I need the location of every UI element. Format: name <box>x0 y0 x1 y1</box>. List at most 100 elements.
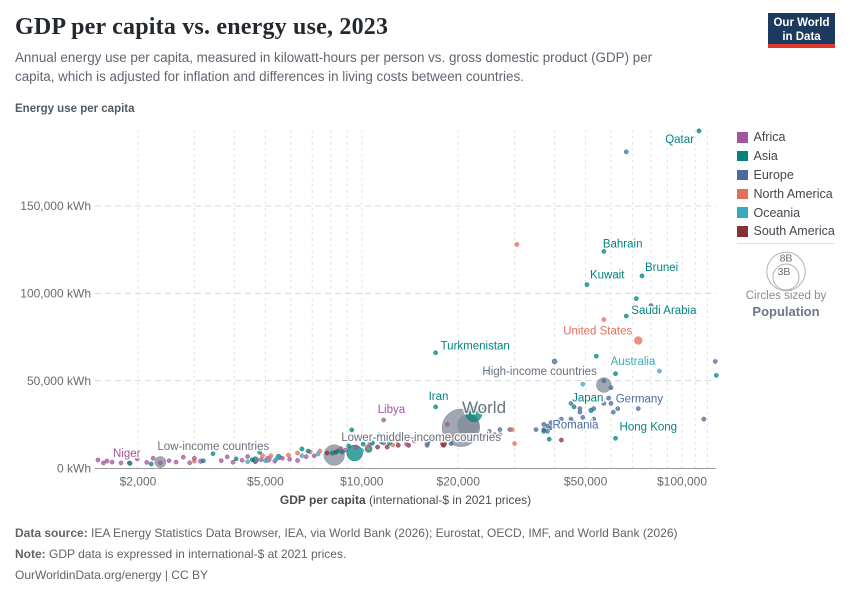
data-point-myanmar[interactable] <box>233 456 239 462</box>
legend-item-south-america[interactable]: South America <box>737 222 835 241</box>
data-point-taiwan[interactable] <box>613 371 618 377</box>
data-point-bahrain[interactable] <box>601 249 607 254</box>
data-point-zimbabwe[interactable] <box>245 454 250 459</box>
data-point-sri-lanka[interactable] <box>335 448 340 454</box>
data-point-australia[interactable] <box>657 368 662 374</box>
data-point-switzerland[interactable] <box>635 406 641 411</box>
data-point-uzbekistan[interactable] <box>299 446 305 452</box>
data-point-venezuela[interactable] <box>324 450 330 456</box>
data-point-niger[interactable] <box>104 458 110 464</box>
data-point-mauritania[interactable] <box>280 455 285 461</box>
data-point-sweden[interactable] <box>608 385 614 391</box>
data-point-united-states[interactable] <box>634 336 643 345</box>
data-point-estonia[interactable] <box>568 401 574 406</box>
data-point-slovakia[interactable] <box>548 420 554 425</box>
data-point-kazakhstan[interactable] <box>485 369 491 375</box>
data-point-ireland[interactable] <box>701 416 707 422</box>
data-point-afghanistan[interactable] <box>127 460 132 466</box>
data-point-armenia[interactable] <box>370 440 375 446</box>
data-point-liberia[interactable] <box>158 460 163 466</box>
data-point-france[interactable] <box>591 406 597 411</box>
data-point-thailand[interactable] <box>426 438 432 444</box>
data-point-djibouti[interactable] <box>311 453 317 459</box>
footer-link[interactable]: OurWorldinData.org/energy | CC BY <box>15 568 208 582</box>
data-point-samoa[interactable] <box>299 453 305 459</box>
data-point-burundi[interactable] <box>95 457 101 463</box>
data-point-maldives[interactable] <box>546 436 552 442</box>
data-point-malaysia[interactable] <box>482 406 488 411</box>
data-point-bhutan[interactable] <box>349 427 355 433</box>
data-point-hong-kong[interactable] <box>613 435 618 441</box>
data-point-uruguay[interactable] <box>492 432 498 438</box>
data-point-iraq[interactable] <box>346 443 352 449</box>
data-point-moldova[interactable] <box>424 442 430 448</box>
data-point-united-kingdom[interactable] <box>591 416 597 422</box>
data-point-azerbaijan[interactable] <box>387 440 392 446</box>
data-point-jordan[interactable] <box>340 449 345 455</box>
data-point-kenya[interactable] <box>258 457 264 462</box>
data-point-mozambique[interactable] <box>118 460 124 466</box>
data-point-algeria[interactable] <box>444 421 450 427</box>
data-point-malta[interactable] <box>580 425 586 431</box>
data-point-chile[interactable] <box>481 434 486 439</box>
data-point-benin[interactable] <box>230 459 236 465</box>
data-point-vietnam[interactable] <box>360 441 366 447</box>
data-point-paraguay[interactable] <box>375 444 380 450</box>
data-point-israel[interactable] <box>571 404 577 410</box>
data-point-cambodia[interactable] <box>249 457 255 463</box>
data-point-zambia[interactable] <box>224 454 230 460</box>
legend-item-asia[interactable]: Asia <box>737 147 835 166</box>
data-point-nicaragua[interactable] <box>260 453 265 459</box>
data-point-libya[interactable] <box>381 417 386 423</box>
data-point-antigua-and-barbuda[interactable] <box>509 427 515 432</box>
data-point-bahamas[interactable] <box>512 441 517 446</box>
data-point-panama[interactable] <box>448 434 454 439</box>
data-point-argentina[interactable] <box>469 435 474 441</box>
legend-item-africa[interactable]: Africa <box>737 128 835 147</box>
data-point-south-africa[interactable] <box>420 437 426 443</box>
data-point-togo[interactable] <box>166 458 172 464</box>
data-point-high-income-countries[interactable] <box>596 377 612 393</box>
data-point-burkina-faso[interactable] <box>180 454 186 460</box>
data-point-cyprus[interactable] <box>571 420 577 425</box>
data-point-new-zealand[interactable] <box>580 381 586 387</box>
data-point-equatorial-guinea[interactable] <box>394 438 400 444</box>
data-point-spain[interactable] <box>568 416 574 422</box>
data-point-uganda[interactable] <box>173 459 179 465</box>
data-point-turkmenistan[interactable] <box>433 350 438 356</box>
data-point-kuwait[interactable] <box>584 282 590 287</box>
data-point-el-salvador[interactable] <box>295 450 300 456</box>
data-point-iran[interactable] <box>433 404 438 410</box>
data-point-nepal[interactable] <box>200 458 206 464</box>
data-point-laos[interactable] <box>305 448 311 454</box>
data-point-belgium[interactable] <box>606 395 611 401</box>
data-point-belarus[interactable] <box>497 427 503 432</box>
data-point-iceland[interactable] <box>623 149 629 155</box>
data-point-united-arab-emirates[interactable] <box>633 296 639 301</box>
data-point-qatar[interactable] <box>696 128 702 134</box>
data-point-south-korea[interactable] <box>593 353 599 359</box>
data-point-suriname[interactable] <box>441 442 446 448</box>
data-point-mali[interactable] <box>187 460 193 466</box>
data-point-poland[interactable] <box>555 418 561 424</box>
data-point-austria[interactable] <box>601 401 607 406</box>
data-point-china[interactable] <box>465 405 483 423</box>
legend-item-europe[interactable]: Europe <box>737 166 835 185</box>
data-point-mauritius[interactable] <box>430 435 436 441</box>
data-point-norway[interactable] <box>648 303 654 308</box>
data-point-democratic-republic-of-congo[interactable] <box>101 460 106 466</box>
data-point-saudi-arabia[interactable] <box>623 313 629 319</box>
data-point-serbia[interactable] <box>486 428 492 434</box>
data-point-solomon-islands[interactable] <box>245 459 250 465</box>
data-point-tanzania[interactable] <box>218 458 224 464</box>
data-point-guatemala[interactable] <box>286 452 291 458</box>
data-point-yemen[interactable] <box>148 461 154 467</box>
data-point-slovenia[interactable] <box>577 409 583 415</box>
data-point-congo[interactable] <box>295 458 300 463</box>
data-point-canada[interactable] <box>601 317 607 322</box>
data-point-italy[interactable] <box>580 414 586 420</box>
data-point-montenegro[interactable] <box>497 432 503 438</box>
data-point-bosnia-and-herzegovina[interactable] <box>462 434 468 439</box>
data-point-georgia[interactable] <box>378 439 384 445</box>
data-point-hungary[interactable] <box>545 423 550 429</box>
